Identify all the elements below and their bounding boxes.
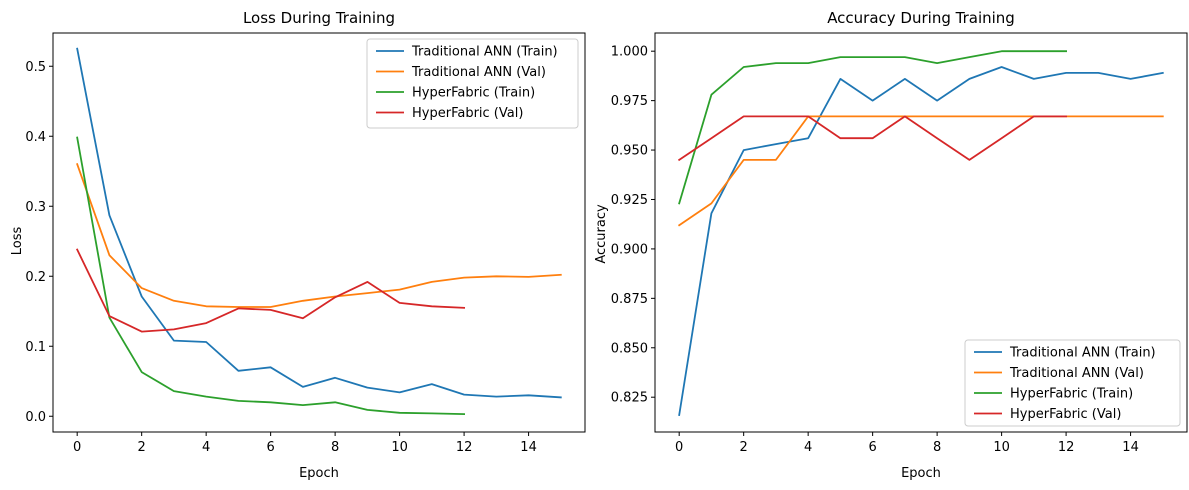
accuracy-x-tick-label: 4 — [804, 440, 812, 455]
accuracy-y-tick-label: 0.900 — [611, 242, 648, 257]
loss-y-tick-label: 0.5 — [25, 60, 46, 75]
loss-x-tick-label: 8 — [331, 440, 339, 455]
loss-series-line-2 — [76, 136, 466, 416]
accuracy-legend-label-2: HyperFabric (Train) — [1010, 387, 1133, 402]
accuracy-x-tick-label: 8 — [933, 440, 941, 455]
accuracy-series-line-1 — [677, 115, 1164, 227]
loss-series-line-0 — [76, 47, 562, 399]
accuracy-legend-label-3: HyperFabric (Val) — [1010, 407, 1121, 422]
accuracy-y-tick-label: 0.875 — [611, 292, 648, 307]
loss-x-tick-label: 10 — [391, 440, 408, 455]
accuracy-x-tick-label: 12 — [1058, 440, 1075, 455]
accuracy-x-tick-label: 10 — [993, 440, 1010, 455]
accuracy-x-axis-label: Epoch — [901, 466, 941, 481]
accuracy-y-tick-label: 0.975 — [611, 94, 648, 109]
loss-legend-label-3: HyperFabric (Val) — [412, 106, 523, 121]
accuracy-legend-box — [964, 339, 1181, 427]
loss-x-tick-label: 14 — [520, 440, 537, 455]
loss-legend: Traditional ANN (Train) Traditional ANN (… — [366, 38, 579, 129]
accuracy-series-line-0 — [678, 66, 1164, 417]
loss-legend-label-0: Traditional ANN (Train) — [411, 45, 558, 60]
accuracy-x-tick-label: 14 — [1122, 440, 1139, 455]
accuracy-x-tick-label: 2 — [740, 440, 748, 455]
accuracy-series-line-2 — [678, 50, 1067, 205]
loss-y-tick-label: 0.0 — [25, 410, 46, 425]
accuracy-y-tick-label: 0.825 — [611, 391, 648, 406]
accuracy-y-axis-label: Accuracy — [594, 204, 609, 264]
loss-x-tick-label: 6 — [266, 440, 274, 455]
accuracy-series-line-3 — [677, 115, 1067, 162]
accuracy-y-tick-label: 1.000 — [611, 45, 648, 60]
accuracy-legend: Traditional ANN (Train) Traditional ANN (… — [964, 339, 1181, 427]
loss-legend-box — [366, 38, 579, 129]
accuracy-chart: Accuracy During Training Epoch Accuracy … — [594, 9, 1188, 481]
loss-y-tick-label: 0.4 — [25, 130, 46, 145]
accuracy-plot-frame — [654, 32, 1188, 433]
loss-legend-label-1: Traditional ANN (Val) — [411, 65, 546, 80]
accuracy-x-tick-label: 6 — [868, 440, 876, 455]
accuracy-y-tick-label: 0.925 — [611, 193, 648, 208]
accuracy-legend-label-0: Traditional ANN (Train) — [1009, 346, 1156, 361]
loss-x-tick-label: 0 — [73, 440, 81, 455]
loss-x-axis-label: Epoch — [299, 466, 339, 481]
accuracy-y-tick-label: 0.950 — [611, 144, 648, 159]
loss-legend-label-2: HyperFabric (Train) — [412, 86, 535, 101]
accuracy-legend-label-1: Traditional ANN (Val) — [1009, 366, 1144, 381]
loss-x-tick-label: 4 — [202, 440, 210, 455]
loss-y-tick-label: 0.1 — [25, 340, 46, 355]
loss-x-tick-label: 12 — [456, 440, 473, 455]
loss-chart-title: Loss During Training — [243, 9, 395, 27]
loss-series-line-1 — [76, 163, 562, 308]
loss-x-tick-label: 2 — [138, 440, 146, 455]
loss-series-line-3 — [75, 248, 466, 333]
loss-y-tick-label: 0.2 — [25, 270, 46, 285]
loss-y-axis-label: Loss — [10, 227, 25, 256]
loss-y-tick-label: 0.3 — [25, 200, 46, 215]
accuracy-chart-title: Accuracy During Training — [827, 9, 1015, 27]
accuracy-y-tick-label: 0.850 — [611, 341, 648, 356]
accuracy-x-tick-label: 0 — [675, 440, 683, 455]
loss-plot-frame — [52, 32, 586, 433]
loss-chart: Loss During Training Epoch Loss 0 2 4 6 8 10 1… — [10, 9, 586, 481]
